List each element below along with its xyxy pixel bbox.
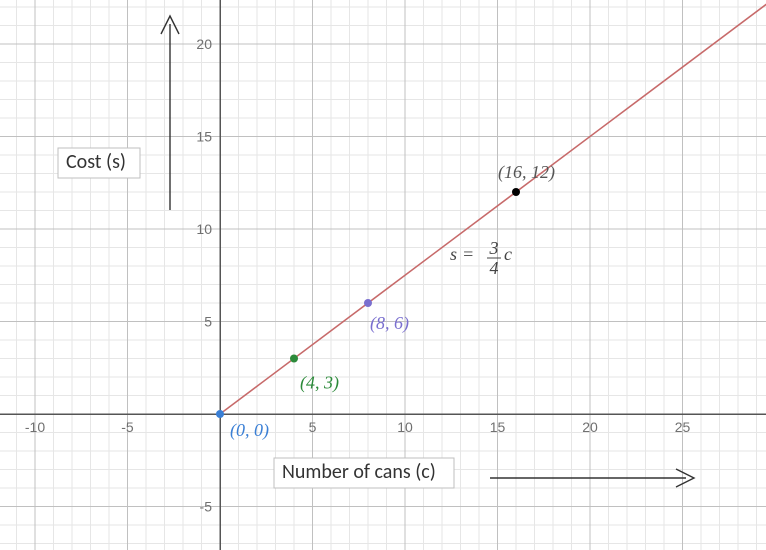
y-axis-title: Cost (s) — [58, 148, 140, 178]
x-axis-title: Number of cans (c) — [274, 458, 454, 488]
data-point — [364, 299, 372, 307]
svg-text:Cost (s): Cost (s) — [66, 150, 126, 174]
point-label: (16, 12) — [498, 162, 555, 183]
svg-text:c: c — [504, 244, 512, 264]
chart-svg: -10-551015202530-55101520(0, 0)(4, 3)(8,… — [0, 0, 766, 550]
data-point — [290, 355, 298, 363]
y-tick-label: 20 — [196, 36, 212, 52]
chart-container: -10-551015202530-55101520(0, 0)(4, 3)(8,… — [0, 0, 766, 550]
data-point — [216, 410, 224, 418]
svg-text:=: = — [462, 244, 474, 264]
svg-text:4: 4 — [490, 258, 499, 278]
x-tick-label: -10 — [25, 419, 45, 435]
x-tick-label: 10 — [397, 419, 413, 435]
x-tick-label: 25 — [675, 419, 691, 435]
point-label: (4, 3) — [300, 373, 339, 394]
x-tick-label: 5 — [309, 419, 317, 435]
svg-text:s: s — [450, 244, 457, 264]
y-tick-label: 10 — [196, 221, 212, 237]
point-label: (8, 6) — [370, 313, 409, 334]
point-label: (0, 0) — [230, 420, 269, 441]
x-tick-label: 20 — [582, 419, 598, 435]
y-tick-label: 15 — [196, 129, 212, 145]
x-tick-label: 15 — [490, 419, 506, 435]
x-tick-label: -5 — [121, 419, 134, 435]
data-point — [512, 188, 520, 196]
y-tick-label: 5 — [204, 314, 212, 330]
y-tick-label: -5 — [200, 499, 213, 515]
svg-text:3: 3 — [489, 238, 499, 258]
svg-text:Number of cans (c): Number of cans (c) — [282, 460, 436, 484]
